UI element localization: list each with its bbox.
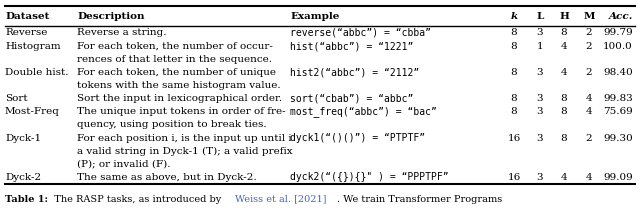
- Text: . We train Transformer Programs: . We train Transformer Programs: [337, 195, 502, 204]
- Text: 3: 3: [537, 68, 543, 77]
- Text: Example: Example: [290, 12, 339, 21]
- Text: quency, using position to break ties.: quency, using position to break ties.: [77, 120, 267, 129]
- Text: Dyck-1: Dyck-1: [5, 134, 41, 143]
- Text: 75.69: 75.69: [604, 107, 633, 116]
- Text: Most-Freq: Most-Freq: [5, 107, 60, 116]
- Text: 3: 3: [537, 107, 543, 116]
- Text: 8: 8: [511, 28, 517, 37]
- Text: H: H: [559, 12, 569, 21]
- Text: most_freq(“abbc”) = “bac”: most_freq(“abbc”) = “bac”: [290, 106, 437, 117]
- Text: rences of that letter in the sequence.: rences of that letter in the sequence.: [77, 55, 272, 64]
- Text: For each token, the number of occur-: For each token, the number of occur-: [77, 42, 273, 51]
- Text: sort(“cbab”) = “abbc”: sort(“cbab”) = “abbc”: [290, 94, 413, 104]
- Text: 3: 3: [537, 94, 543, 103]
- Text: Acc.: Acc.: [609, 12, 633, 21]
- Text: 4: 4: [561, 173, 567, 182]
- Text: 1: 1: [537, 42, 543, 51]
- Text: hist2(“abbc”) = “2112”: hist2(“abbc”) = “2112”: [290, 67, 419, 77]
- Text: 4: 4: [586, 94, 592, 103]
- Text: 99.79: 99.79: [604, 28, 633, 37]
- Text: The same as above, but in Dyck-2.: The same as above, but in Dyck-2.: [77, 173, 257, 182]
- Text: Double hist.: Double hist.: [5, 68, 68, 77]
- Text: 4: 4: [561, 68, 567, 77]
- Text: For each token, the number of unique: For each token, the number of unique: [77, 68, 276, 77]
- Text: dyck1(“()()”) = “PTPTF”: dyck1(“()()”) = “PTPTF”: [290, 133, 425, 143]
- Text: 2: 2: [586, 28, 592, 37]
- Text: 4: 4: [586, 107, 592, 116]
- Text: hist(“abbc”) = “1221”: hist(“abbc”) = “1221”: [290, 41, 413, 51]
- Text: 8: 8: [561, 107, 567, 116]
- Text: 4: 4: [586, 173, 592, 182]
- Text: 99.30: 99.30: [604, 134, 633, 143]
- Text: 3: 3: [537, 173, 543, 182]
- Text: 98.40: 98.40: [604, 68, 633, 77]
- Text: 8: 8: [511, 94, 517, 103]
- Text: 8: 8: [511, 68, 517, 77]
- Text: M: M: [583, 12, 595, 21]
- Text: Dataset: Dataset: [5, 12, 49, 21]
- Text: For each position i, is the input up until i: For each position i, is the input up unt…: [77, 134, 292, 143]
- Text: 8: 8: [561, 134, 567, 143]
- Text: k: k: [510, 12, 518, 21]
- Text: 3: 3: [537, 28, 543, 37]
- Text: reverse(“abbc”) = “cbba”: reverse(“abbc”) = “cbba”: [290, 28, 431, 38]
- Text: 99.83: 99.83: [604, 94, 633, 103]
- Text: 16: 16: [508, 134, 520, 143]
- Text: Reverse: Reverse: [5, 28, 47, 37]
- Text: 100.0: 100.0: [604, 42, 633, 51]
- Text: 8: 8: [561, 28, 567, 37]
- Text: 2: 2: [586, 134, 592, 143]
- Text: 16: 16: [508, 173, 520, 182]
- Text: 4: 4: [561, 42, 567, 51]
- Text: Histogram: Histogram: [5, 42, 61, 51]
- Text: dyck2(“({}){}" ) = “PPPTPF”: dyck2(“({}){}" ) = “PPPTPF”: [290, 172, 449, 182]
- Text: 3: 3: [537, 134, 543, 143]
- Text: L: L: [536, 12, 544, 21]
- Text: a valid string in Dyck-1 (T); a valid prefix: a valid string in Dyck-1 (T); a valid pr…: [77, 147, 292, 156]
- Text: The RASP tasks, as introduced by: The RASP tasks, as introduced by: [48, 195, 224, 204]
- Text: 8: 8: [511, 42, 517, 51]
- Text: Table 1:: Table 1:: [5, 195, 48, 204]
- Text: 2: 2: [586, 68, 592, 77]
- Text: 99.09: 99.09: [604, 173, 633, 182]
- Text: (P); or invalid (F).: (P); or invalid (F).: [77, 160, 170, 169]
- Text: Weiss et al. [2021]: Weiss et al. [2021]: [235, 195, 326, 204]
- Text: tokens with the same histogram value.: tokens with the same histogram value.: [77, 81, 280, 90]
- Text: 2: 2: [586, 42, 592, 51]
- Text: The unique input tokens in order of fre-: The unique input tokens in order of fre-: [77, 107, 285, 116]
- Text: Sort the input in lexicographical order.: Sort the input in lexicographical order.: [77, 94, 282, 103]
- Text: 8: 8: [511, 107, 517, 116]
- Text: 8: 8: [561, 94, 567, 103]
- Text: Reverse a string.: Reverse a string.: [77, 28, 166, 37]
- Text: Sort: Sort: [5, 94, 28, 103]
- Text: Description: Description: [77, 12, 145, 21]
- Text: Dyck-2: Dyck-2: [5, 173, 41, 182]
